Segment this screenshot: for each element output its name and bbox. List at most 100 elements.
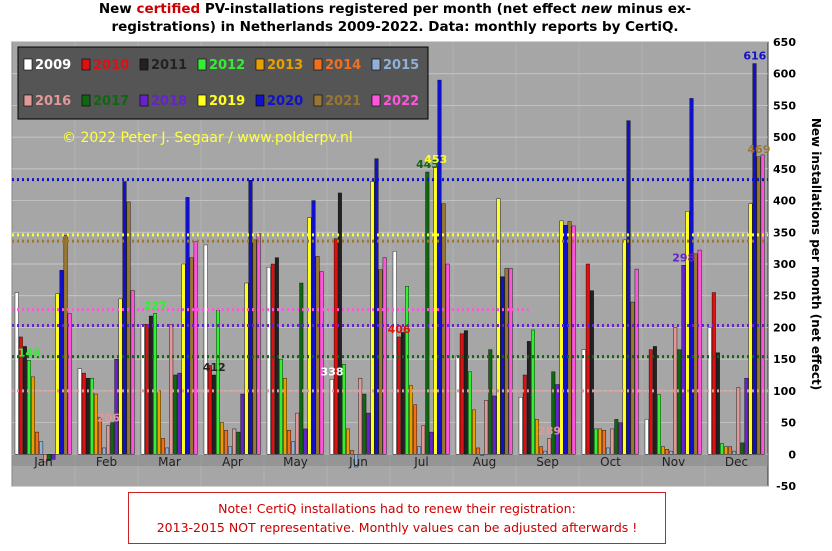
bar-2017-May bbox=[299, 282, 304, 455]
bar-2022-Aug bbox=[508, 268, 513, 455]
bar-2015-Oct bbox=[606, 447, 611, 455]
bar-2016-Mar bbox=[169, 324, 174, 455]
bar-2016-Oct bbox=[610, 428, 615, 455]
legend-label-2022: 2022 bbox=[383, 94, 419, 109]
legend-swatch-2010 bbox=[81, 58, 91, 71]
bar-2011-Jul bbox=[400, 332, 405, 455]
note-line1: Note! CertiQ installations had to renew … bbox=[218, 501, 576, 516]
bar-2022-Nov bbox=[697, 249, 702, 455]
bar-2013-Jan bbox=[31, 376, 35, 455]
bar-2012-Apr bbox=[216, 310, 220, 455]
y-tick-label: 200 bbox=[773, 321, 796, 334]
bar-2013-Jul bbox=[409, 385, 413, 455]
legend-label-2021: 2021 bbox=[325, 94, 361, 109]
data-label-2020-Dec: 616 bbox=[743, 50, 766, 63]
bar-2019-Mar bbox=[181, 263, 186, 455]
bar-2019-Jul bbox=[433, 166, 438, 455]
bar-2011-Jun bbox=[337, 192, 342, 455]
bar-2016-Dec bbox=[736, 387, 741, 455]
x-tick-label-May: May bbox=[283, 455, 308, 469]
bar-2019-Oct bbox=[622, 239, 627, 455]
bar-2010-Oct bbox=[585, 263, 590, 455]
bar-2009-Oct bbox=[581, 349, 586, 455]
bar-2009-Jun bbox=[329, 379, 334, 455]
bar-2015-Apr bbox=[228, 446, 233, 455]
bar-2017-Jun bbox=[362, 393, 367, 455]
bar-2010-Nov bbox=[648, 349, 653, 455]
data-label-2009-Jun: 338 bbox=[321, 365, 344, 378]
bar-2020-Aug bbox=[500, 276, 505, 455]
y-tick-label: 50 bbox=[781, 417, 797, 430]
bar-2012-Jan bbox=[27, 360, 31, 455]
bar-2017-Jan bbox=[47, 454, 52, 461]
bar-2017-Sep bbox=[551, 371, 556, 455]
bar-2013-Aug bbox=[472, 409, 476, 455]
bar-2011-Sep bbox=[526, 341, 531, 455]
bar-2014-Sep bbox=[539, 446, 544, 455]
legend-swatch-2021 bbox=[313, 94, 323, 107]
bar-2018-Mar bbox=[177, 372, 182, 455]
bar-2017-Aug bbox=[488, 349, 493, 455]
bar-2021-Feb bbox=[126, 201, 131, 455]
bar-2009-Aug bbox=[455, 355, 460, 455]
bar-2018-Jan bbox=[51, 454, 56, 460]
legend-label-2020: 2020 bbox=[267, 94, 303, 109]
bar-2013-Feb bbox=[94, 393, 98, 455]
title-line1-pre: New bbox=[98, 1, 137, 17]
legend-label-2012: 2012 bbox=[209, 58, 245, 73]
bar-2013-Apr bbox=[220, 422, 224, 455]
y-tick-label: 0 bbox=[788, 448, 796, 461]
bar-2020-Feb bbox=[122, 181, 127, 455]
bar-2017-Dec bbox=[740, 442, 745, 455]
bar-2011-Aug bbox=[463, 330, 468, 455]
legend-swatch-2016 bbox=[23, 94, 33, 107]
bar-2022-Oct bbox=[634, 268, 639, 455]
bar-2018-Oct bbox=[618, 422, 623, 455]
bar-2022-Dec bbox=[760, 154, 765, 455]
bar-2018-Feb bbox=[114, 358, 119, 455]
bar-2013-May bbox=[283, 377, 287, 455]
legend-label-2013: 2013 bbox=[267, 58, 303, 73]
bar-2009-Sep bbox=[518, 397, 523, 455]
bar-2009-May bbox=[266, 266, 271, 455]
bar-2010-Apr bbox=[207, 365, 212, 455]
bar-2018-May bbox=[303, 428, 308, 455]
x-tick-label-Jul: Jul bbox=[413, 455, 428, 469]
y-axis-label: New installations per month (net effect) bbox=[809, 118, 823, 390]
bar-2015-May bbox=[291, 441, 296, 455]
bar-2020-May bbox=[311, 200, 316, 455]
data-label-2016-Feb: 206 bbox=[97, 412, 120, 425]
bar-2022-Feb bbox=[130, 290, 135, 455]
bar-2016-Nov bbox=[673, 327, 678, 455]
bar-2018-Nov bbox=[681, 265, 686, 455]
bar-2020-Nov bbox=[689, 98, 694, 455]
y-tick-label: 600 bbox=[773, 68, 796, 81]
data-label-2016-Sep: 289 bbox=[538, 424, 561, 437]
bar-2010-Feb bbox=[81, 372, 86, 455]
bar-2010-May bbox=[270, 263, 275, 455]
bar-2022-Jan bbox=[67, 313, 72, 455]
y-tick-label: 400 bbox=[773, 195, 796, 208]
bar-2011-Mar bbox=[148, 315, 153, 455]
bar-2010-Jan bbox=[18, 336, 23, 455]
bar-2015-Mar bbox=[165, 447, 170, 455]
y-tick-label: 100 bbox=[773, 385, 796, 398]
bar-2016-Apr bbox=[232, 428, 237, 455]
bar-2011-Jan bbox=[22, 346, 27, 455]
x-tick-label-Nov: Nov bbox=[662, 455, 685, 469]
bar-2016-Aug bbox=[484, 400, 489, 455]
data-label-2017-Jul: 445 bbox=[416, 158, 439, 171]
legend-swatch-2019 bbox=[197, 94, 207, 107]
x-tick-label-Sep: Sep bbox=[536, 455, 559, 469]
month-band bbox=[12, 454, 768, 466]
bar-2012-Nov bbox=[657, 394, 661, 455]
bar-2014-Aug bbox=[476, 447, 481, 455]
x-tick-label-Mar: Mar bbox=[158, 455, 181, 469]
title-line1-mid: PV-installations registered per month (n… bbox=[200, 1, 582, 17]
bar-2022-Apr bbox=[256, 233, 261, 455]
legend-label-2016: 2016 bbox=[35, 94, 71, 109]
title-certified: certified bbox=[136, 1, 201, 17]
bar-2014-Feb bbox=[98, 417, 103, 455]
bar-2016-Jun bbox=[358, 377, 363, 455]
